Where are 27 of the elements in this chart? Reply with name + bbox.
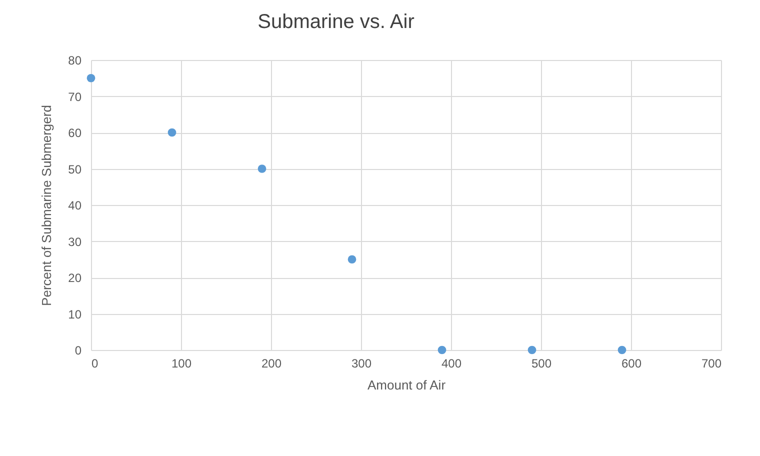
x-tick-label: 200 (261, 356, 282, 370)
x-tick-label: 300 (351, 356, 372, 370)
x-tick-label: 600 (621, 356, 642, 370)
x-tick-label: 100 (171, 356, 192, 370)
point (438, 346, 446, 354)
y-tick-label: 60 (68, 126, 82, 140)
y-tick-label: 50 (68, 162, 82, 176)
y-axis-title: Percent of Submarine Submergerd (39, 105, 54, 306)
point (618, 346, 626, 354)
y-tick-label: 30 (68, 234, 82, 249)
y-tick-label: 20 (68, 271, 82, 285)
x-axis-title: Amount of Air (367, 378, 446, 392)
point (348, 255, 356, 264)
y-tick-label: 10 (68, 307, 82, 322)
chart-title: Submarine vs. Air (258, 11, 415, 33)
y-tick-label: 40 (68, 198, 82, 212)
point (86, 74, 96, 82)
point (168, 128, 176, 137)
x-tick-label: 0 (92, 356, 98, 370)
x-tick-label: 700 (701, 356, 722, 370)
y-tick-label: 70 (68, 90, 82, 104)
x-tick-label: 500 (531, 356, 552, 370)
point (258, 164, 266, 173)
x-tick-label: 400 (441, 356, 462, 370)
y-tick-label: 80 (68, 54, 82, 68)
y-tick-label: 0 (74, 344, 82, 358)
point (528, 346, 536, 354)
